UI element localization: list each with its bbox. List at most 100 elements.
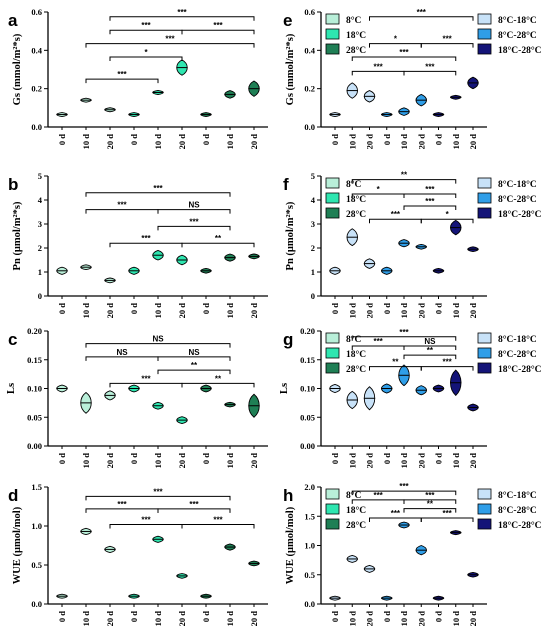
legend-label: 18°C-28°C <box>498 45 542 56</box>
y-axis-label: Pn (μmol/m²*s) <box>12 201 23 270</box>
significance-label: *** <box>373 337 383 346</box>
significance-bracket <box>109 16 255 21</box>
y-axis-label: Ls <box>6 383 17 394</box>
x-tick-label: 10 d <box>347 134 357 150</box>
significance-bracket <box>369 218 422 224</box>
legend-label: 8°C <box>346 490 362 501</box>
x-tick-label: 0 d <box>330 134 340 145</box>
significance-bracket <box>157 369 231 375</box>
x-tick-label: 20 d <box>416 453 426 469</box>
legend-swatch <box>325 503 340 515</box>
x-tick-label: 0 d <box>434 134 444 145</box>
significance-bracket <box>157 508 231 513</box>
significance-label: ** <box>427 500 434 509</box>
x-tick-label: 10 d <box>225 303 235 319</box>
significance-label: *** <box>141 515 151 524</box>
x-tick-label: 20 d <box>365 453 375 469</box>
x-tick-label: 20 d <box>249 453 259 469</box>
x-tick-label: 10 d <box>451 611 461 627</box>
significance-bracket <box>85 78 159 84</box>
significance-label: *** <box>373 62 383 71</box>
significance-label: *** <box>213 515 223 524</box>
x-tick-label: 0 d <box>201 611 211 622</box>
significance-bracket <box>181 523 255 529</box>
legend-label: 8°C-28°C <box>498 505 537 516</box>
significance-label: *** <box>117 201 127 210</box>
panel-a: a 0.0 0.2 0.4 0.6 Gs (mmol/m²*s) 0 d 10 d 20 d 0 … <box>8 7 366 149</box>
legend-label: 18°C <box>346 194 366 205</box>
y-tick-label: 4 <box>311 195 316 205</box>
significance-bracket <box>369 366 422 371</box>
x-tick-label: 0 d <box>201 303 211 314</box>
x-tick-label: 20 d <box>416 134 426 150</box>
significance-bracket <box>351 336 457 341</box>
y-tick-label: 0.05 <box>27 412 42 422</box>
significance-bracket <box>85 209 159 214</box>
x-tick-label: 0 d <box>330 611 340 622</box>
legend-swatch <box>325 207 340 219</box>
legend-swatch <box>477 13 492 25</box>
x-tick-label: 0 d <box>57 453 67 464</box>
legend-label: 8°C-18°C <box>498 179 537 190</box>
legend-swatch <box>477 488 492 500</box>
legend-swatch <box>477 362 492 374</box>
significance-bracket <box>109 56 183 62</box>
x-tick-label: 10 d <box>399 453 409 469</box>
significance-label: *** <box>417 8 427 17</box>
x-tick-label: 10 d <box>347 453 357 469</box>
legend-swatch <box>325 28 340 40</box>
legend-label: 28°C <box>346 520 366 531</box>
significance-label: *** <box>442 358 452 367</box>
significance-label: *** <box>153 487 163 496</box>
x-tick-label: 20 d <box>365 611 375 627</box>
x-tick-label: 20 d <box>105 134 115 150</box>
legend-label: 8°C <box>346 334 362 345</box>
y-tick-label: 2.0 <box>304 482 315 492</box>
significance-label: ** <box>392 358 399 367</box>
x-tick-label: 20 d <box>468 134 478 150</box>
significance-label: *** <box>425 197 435 206</box>
legend-label: 18°C <box>346 505 366 516</box>
significance-label: *** <box>165 35 175 44</box>
y-axis-label: Gs (mmol/m²*s) <box>12 33 23 105</box>
legend-label: 8°C <box>346 15 362 26</box>
y-tick-label: 1.5 <box>304 511 315 521</box>
y-tick-label: 0.4 <box>304 45 315 55</box>
x-tick-label: 0 d <box>57 303 67 314</box>
significance-bracket <box>420 218 474 224</box>
significance-label: *** <box>117 500 127 509</box>
legend-swatch <box>477 332 492 344</box>
panel-letter: h <box>283 486 293 505</box>
x-tick-label: 10 d <box>399 134 409 150</box>
panel-c: c 0.00 0.05 0.10 0.15 0.20 Ls 0 d 10 d 20 d 0 d 10 … <box>6 326 366 468</box>
y-tick-label: 0.15 <box>27 355 42 365</box>
significance-label: *** <box>425 491 435 500</box>
significance-bracket <box>403 70 457 76</box>
y-tick-label: 0.0 <box>31 122 42 132</box>
y-tick-label: 0.15 <box>300 355 315 365</box>
x-tick-label: 20 d <box>468 453 478 469</box>
x-tick-label: 20 d <box>249 134 259 150</box>
legend-label: 8°C-28°C <box>498 30 537 41</box>
x-tick-label: 10 d <box>153 611 163 627</box>
significance-bracket <box>351 56 457 62</box>
legend-swatch <box>325 488 340 500</box>
panel-letter: e <box>283 11 292 30</box>
x-tick-label: 0 d <box>434 611 444 622</box>
legend-label: 28°C <box>346 364 366 375</box>
significance-bracket <box>420 517 474 523</box>
x-tick-label: 10 d <box>81 134 91 150</box>
significance-bracket <box>420 43 474 48</box>
significance-label: ** <box>215 234 222 243</box>
significance-label: ** <box>215 374 222 383</box>
significance-bracket <box>85 508 159 513</box>
significance-bracket <box>109 242 183 248</box>
panel-letter: f <box>283 175 289 194</box>
significance-label: NS <box>152 335 164 344</box>
y-tick-label: 0.00 <box>27 441 42 451</box>
legend-label: 8°C-18°C <box>498 15 537 26</box>
x-tick-label: 10 d <box>153 453 163 469</box>
significance-bracket <box>109 382 183 388</box>
legend-swatch <box>477 43 492 55</box>
legend-swatch <box>325 332 340 344</box>
